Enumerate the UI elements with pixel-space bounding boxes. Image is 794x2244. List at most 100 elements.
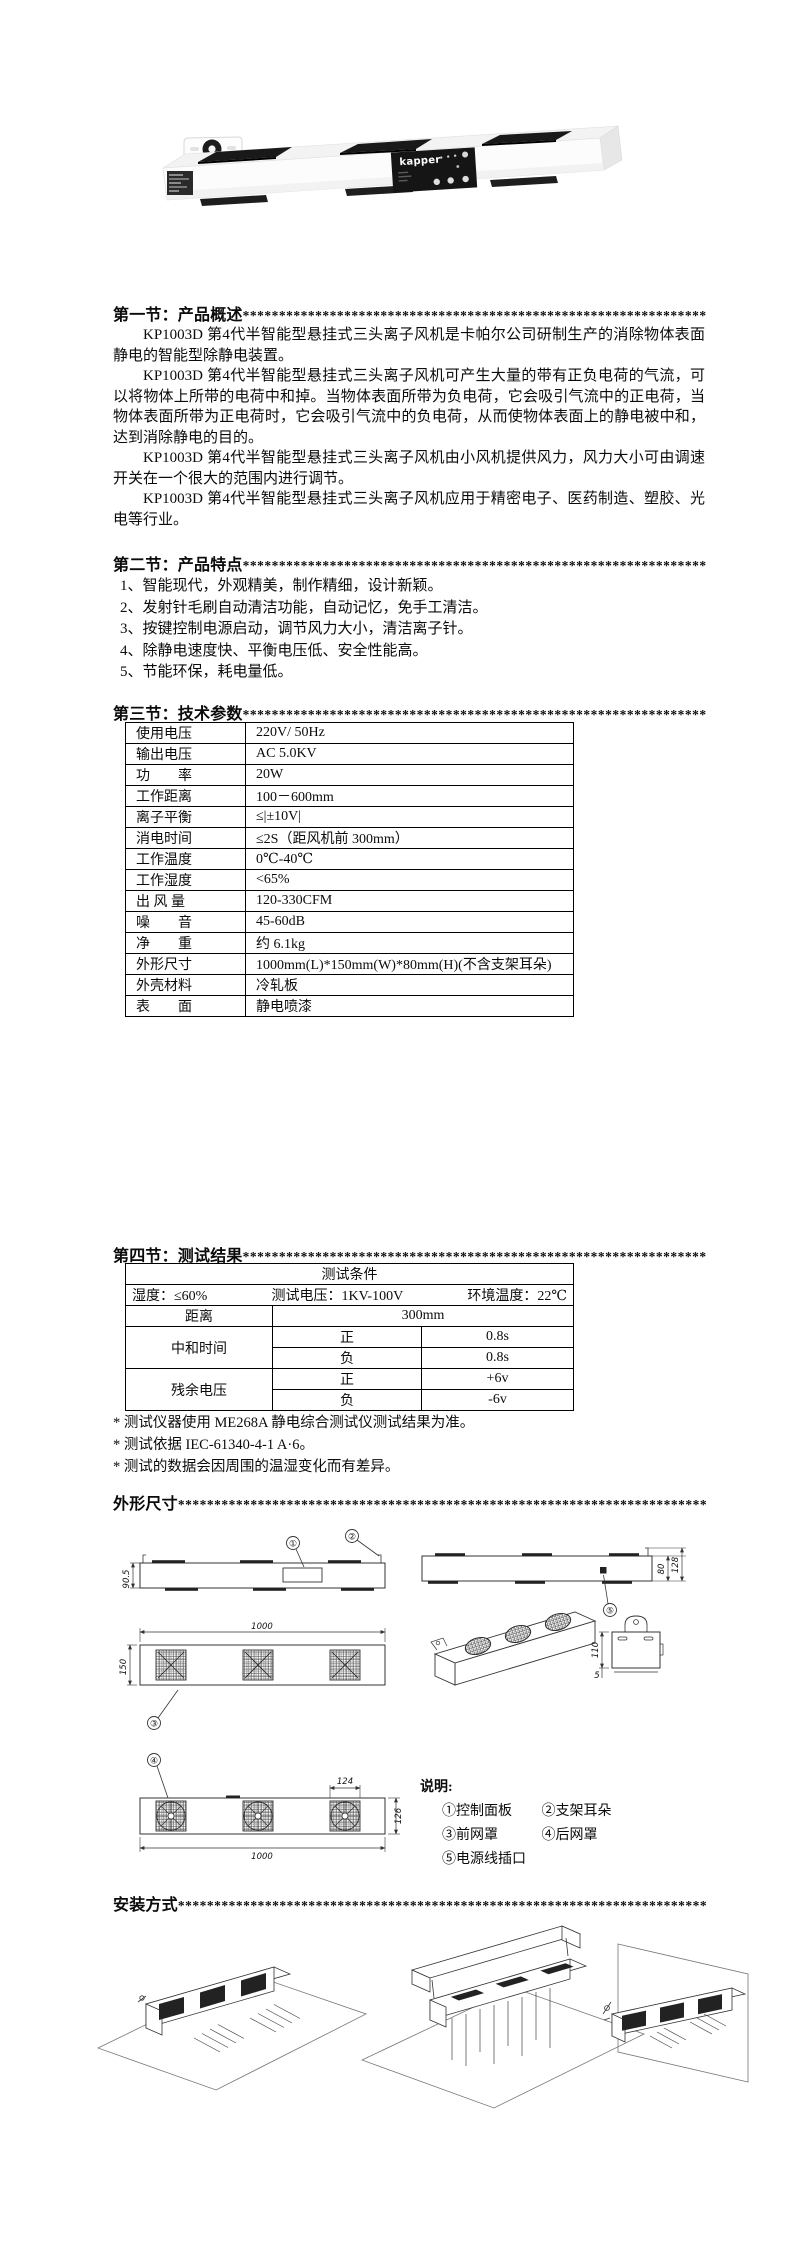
param-row: 出 风 量 120-330CFM <box>125 890 574 912</box>
dim-top-length: 1000 <box>251 1622 273 1632</box>
param-row: 噪 音 45-60dB <box>125 911 574 933</box>
control-panel-outline <box>282 1567 323 1583</box>
product-photo: kapper <box>162 125 623 206</box>
install-title: 安装方式 <box>113 1897 178 1914</box>
param-label: 表 面 <box>125 995 246 1017</box>
brand-logo: kapper <box>399 155 441 169</box>
param-row: 外形尺寸 1000mm(L)*150mm(W)*80mm(H)(不含支架耳朵) <box>125 953 574 975</box>
test-row: 残余电压 正 +6v <box>125 1368 574 1411</box>
installation-drawings <box>96 1925 749 2109</box>
dim-rear-128: 128 <box>671 1556 681 1573</box>
dim-side-height: 110 <box>591 1642 601 1658</box>
group-neutralize-time: 中和时间 <box>125 1326 273 1369</box>
install-sketch-bench <box>96 1966 368 2091</box>
power-inlet <box>600 1567 607 1574</box>
dim-rear-80: 80 <box>657 1564 667 1575</box>
param-row: 消电时间 ≤2S（距风机前 300mm） <box>125 827 574 849</box>
param-label: 外壳材料 <box>125 974 246 996</box>
legend-item: ⑤电源线插口 <box>442 1852 526 1867</box>
param-row: 使用电压 220V/ 50Hz <box>125 722 574 744</box>
param-value: ≤|±10V| <box>245 806 574 828</box>
param-row: 净 重约 6.1kg <box>125 932 574 954</box>
value-cell: 0.8s <box>421 1347 574 1369</box>
fan-units <box>155 1800 361 1832</box>
dim-front-height: 90.5 <box>122 1570 132 1589</box>
front-elevation-drawing: 90.5 ① ② <box>122 1529 386 1591</box>
dim-side-gap: 5 <box>594 1671 599 1681</box>
overview-paragraph: KP1003D 第4代半智能型悬挂式三头离子风机可产生大量的带有正负电荷的气流，… <box>113 368 705 446</box>
param-value: 220V/ 50Hz <box>245 722 574 744</box>
test-row: 负 0.8s <box>126 1347 574 1369</box>
dim-fan-height: 126 <box>394 1807 404 1824</box>
test-note: * 测试依据 IEC-61340-4-1 A·6。 <box>113 1437 314 1453</box>
param-row: 离子平衡 ≤|±10V| <box>125 806 574 828</box>
section1-body: KP1003D 第4代半智能型悬挂式三头离子风机是卡帕尔公司研制生产的消除物体表… <box>113 325 705 530</box>
sign-cell: 正 <box>272 1368 422 1390</box>
param-row: 工作距离 100－600mm <box>125 785 574 807</box>
spec-label-sticker <box>167 171 193 195</box>
param-value: <65% <box>245 869 574 891</box>
dim-bottom-length: 1000 <box>251 1852 273 1862</box>
param-label: 外形尺寸 <box>125 953 246 975</box>
param-value: 0℃-40℃ <box>245 848 574 870</box>
param-row: 工作湿度 <65% <box>125 869 574 891</box>
section4-heading: 第四节：测试结果********************************… <box>113 1242 707 1266</box>
callout-2: ② <box>345 1529 380 1557</box>
callout-3: ③ <box>147 1689 179 1730</box>
param-label: 工作温度 <box>125 848 246 870</box>
ionizer-bar-photo: kapper <box>162 125 623 206</box>
drawing-legend: 说明: ①控制面板 ②支架耳朵 ③前网罩 ④后网罩 ⑤电源线插口 <box>420 1776 680 1872</box>
param-row: 输出电压 AC 5.0KV <box>125 743 574 765</box>
param-value: 1000mm(L)*150mm(W)*80mm(H)(不含支架耳朵) <box>245 953 574 975</box>
sign-cell: 负 <box>272 1389 422 1411</box>
param-value: 冷轧板 <box>245 974 574 996</box>
feature-list: 1、智能现代，外观精美，制作精细，设计新颖。 2、发射针毛刷自动清洁功能，自动记… <box>120 576 488 684</box>
test-row: 负 -6v <box>126 1389 574 1411</box>
top-view-drawing: 1000 150 <box>119 1622 386 1686</box>
param-value: 静电喷漆 <box>245 995 574 1017</box>
param-label: 输出电压 <box>125 743 246 765</box>
param-value: AC 5.0KV <box>245 743 574 765</box>
param-value: 45-60dB <box>245 911 574 933</box>
section1-heading: 第一节：产品概述********************************… <box>113 301 707 325</box>
param-label: 噪 音 <box>125 911 246 933</box>
param-value: ≤2S（距风机前 300mm） <box>245 827 574 849</box>
param-label: 功 率 <box>125 764 246 786</box>
cond-humidity: 湿度：≤60% <box>132 1289 208 1304</box>
section3-title: 第三节：技术参数 <box>113 706 243 723</box>
param-label: 消电时间 <box>125 827 246 849</box>
section2-heading: 第二节：产品特点********************************… <box>113 551 707 575</box>
param-row: 外壳材料 冷轧板 <box>125 974 574 996</box>
dimensions-heading: 外形尺寸************************************… <box>113 1490 707 1514</box>
section2-title: 第二节：产品特点 <box>113 557 243 574</box>
end-view-drawing: 110 5 <box>591 1615 664 1681</box>
param-label: 工作距离 <box>125 785 246 807</box>
control-panel: kapper <box>390 147 478 193</box>
test-header-row: 测试条件 <box>125 1263 574 1285</box>
install-stars: ****************************************… <box>177 1898 707 1913</box>
param-value: 100－600mm <box>245 785 574 807</box>
legend-item: ②支架耳朵 <box>541 1804 612 1819</box>
test-conditions-header: 测试条件 <box>125 1263 574 1285</box>
feature-item: 5、节能环保，耗电量低。 <box>120 664 293 681</box>
legend-item: ①控制面板 <box>442 1804 512 1819</box>
param-label: 工作湿度 <box>125 869 246 891</box>
cond-temperature: 环境温度：22℃ <box>467 1289 567 1304</box>
dimensions-title: 外形尺寸 <box>113 1496 178 1513</box>
isometric-view-drawing <box>430 1611 597 1686</box>
legend-item: ④后网罩 <box>541 1828 598 1843</box>
param-label: 离子平衡 <box>125 806 246 828</box>
value-cell: 0.8s <box>421 1326 574 1348</box>
dimension-drawings: 90.5 ① ② ⑤ <box>119 1529 686 1862</box>
fan-front-view-drawing: 124 126 1000 ③ ④ <box>139 1689 404 1862</box>
install-heading: 安装方式************************************… <box>113 1891 707 1915</box>
svg-text:②: ② <box>348 1533 356 1543</box>
callout-4: ④ <box>147 1753 169 1799</box>
top-fan-grilles <box>198 131 572 164</box>
feature-item: 2、发射针毛刷自动清洁功能，自动记忆，免手工清洁。 <box>120 599 488 616</box>
tech-params-body: 使用电压 220V/ 50Hz 输出电压 AC 5.0KV 功 率 20W 工作距离 1… <box>125 722 574 1017</box>
param-row: 工作温度 0℃-40℃ <box>125 848 574 870</box>
distance-label: 距离 <box>125 1305 273 1327</box>
panel-indicators <box>398 151 469 186</box>
